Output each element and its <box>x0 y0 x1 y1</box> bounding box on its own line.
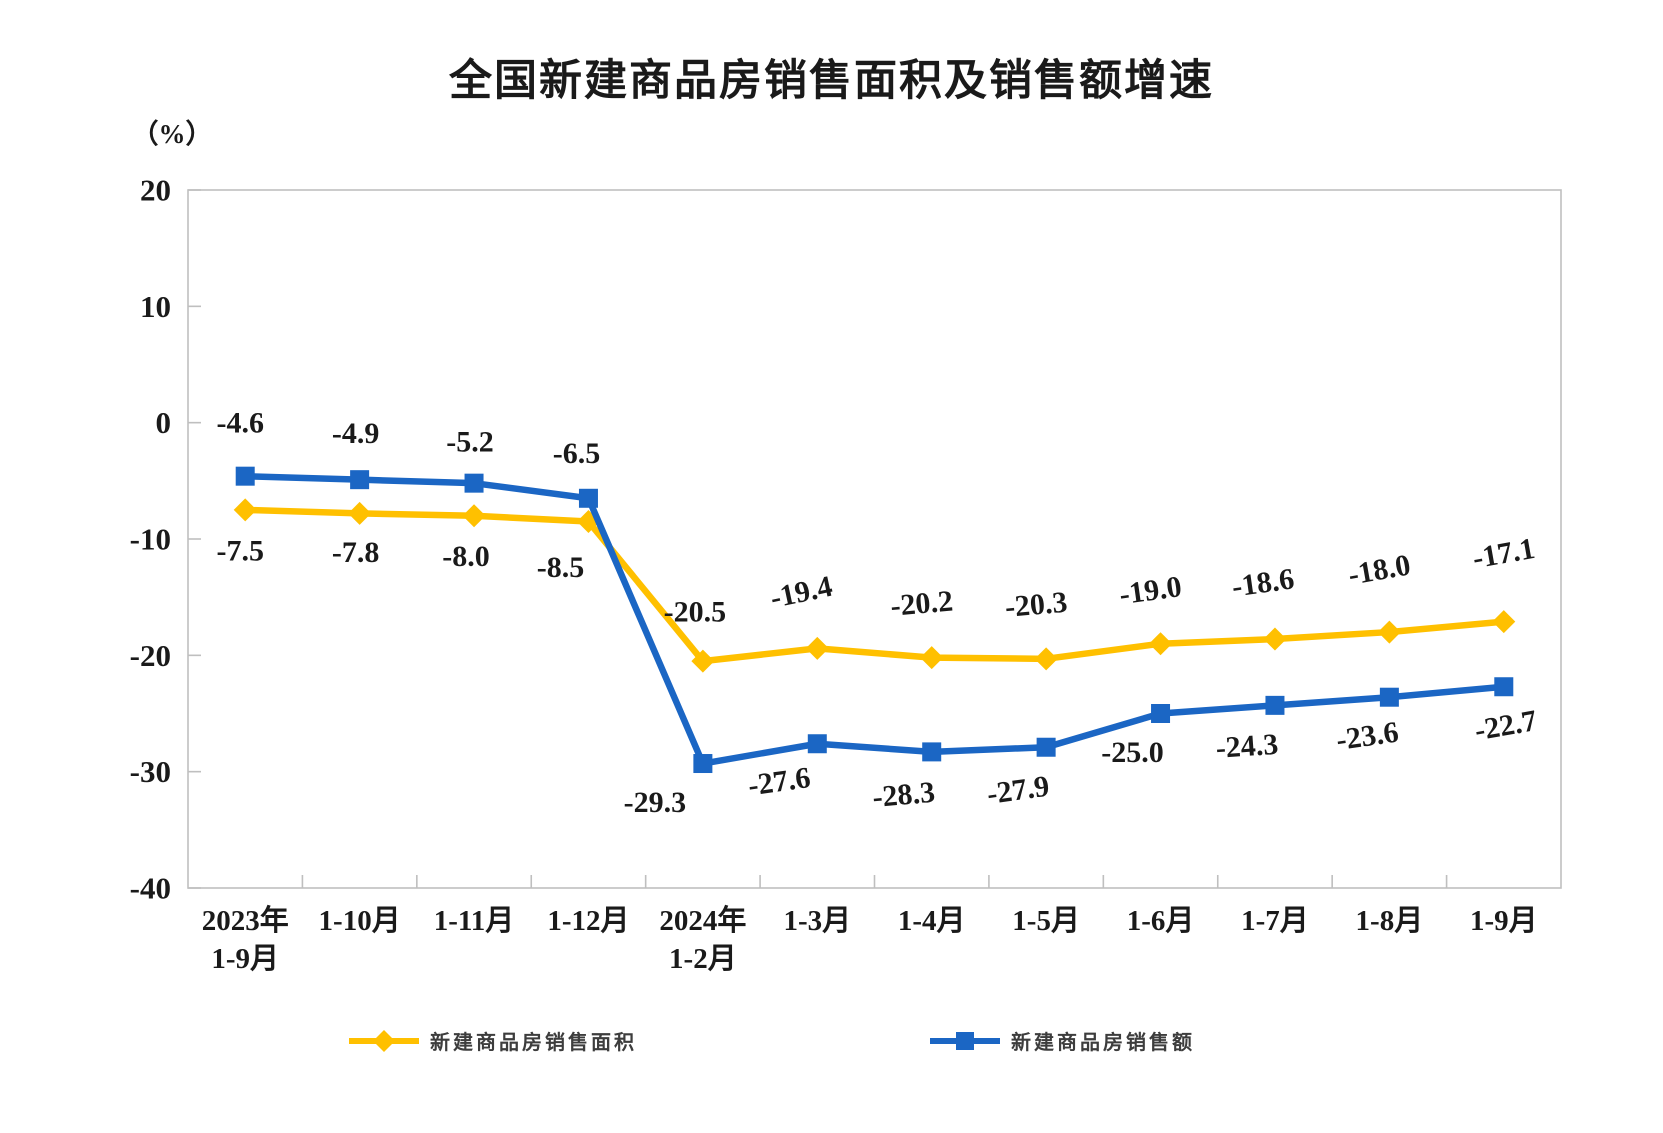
x-category-label: 1-7月 <box>1241 905 1309 937</box>
x-category-label: 1-11月 <box>434 905 515 937</box>
y-tick-label: -20 <box>130 638 171 673</box>
data-label: -20.5 <box>664 596 727 629</box>
legend-item-sales-amount: 新建商品房销售额 <box>929 1026 1195 1055</box>
data-label: -18.0 <box>1346 548 1413 591</box>
square-marker-icon <box>807 734 827 754</box>
square-marker-icon <box>1151 704 1171 723</box>
x-category-label: 1-9月 <box>1470 905 1538 937</box>
square-marker-icon <box>1494 677 1514 697</box>
series-sales-area <box>233 498 1516 673</box>
series-line <box>241 472 1508 767</box>
square-marker-icon <box>235 466 255 486</box>
data-label: -19.0 <box>1117 570 1183 611</box>
x-category-label: 1-3月 <box>783 905 851 937</box>
data-label: -8.0 <box>442 540 490 573</box>
data-label: -20.2 <box>889 584 954 622</box>
x-category-label: 1-10月 <box>319 905 401 937</box>
y-axis-unit-label: （%） <box>132 119 213 149</box>
diamond-marker-icon <box>1034 647 1058 671</box>
x-category-label: 1-6月 <box>1127 905 1195 937</box>
diamond-marker-icon <box>1149 632 1173 656</box>
x-category-label: 1-12月 <box>547 905 629 937</box>
square-marker-icon <box>1265 695 1285 715</box>
data-label: -5.2 <box>446 426 494 459</box>
y-tick-label: -40 <box>130 871 171 906</box>
data-label: -24.3 <box>1215 728 1280 765</box>
chart-title: 全国新建商品房销售面积及销售额增速 <box>449 56 1214 106</box>
square-marker-icon <box>922 742 942 762</box>
diamond-marker-icon <box>691 649 715 673</box>
diamond-marker-icon <box>1492 610 1516 634</box>
data-label: -18.6 <box>1230 562 1296 603</box>
y-tick-label: -10 <box>130 522 171 557</box>
y-tick-label: 0 <box>156 405 172 440</box>
legend-label-sales-area: 新建商品房销售面积 <box>430 1030 637 1054</box>
data-label: -17.1 <box>1470 532 1537 575</box>
data-label: -8.5 <box>537 551 585 584</box>
legend-sales-area-marker-icon <box>349 1029 419 1052</box>
square-marker-icon <box>693 754 713 774</box>
square-marker-icon <box>1379 687 1399 707</box>
diamond-marker-icon <box>1263 627 1287 651</box>
data-label: -6.5 <box>553 437 601 470</box>
data-label: -7.8 <box>332 536 380 569</box>
x-category-label: 1-5月 <box>1012 905 1080 937</box>
y-tick-label: 10 <box>140 289 171 324</box>
x-axis: 2023年 1-9月 1-10月 1-11月 1-12月 2024年 1-2月 1-3月 1-4… <box>202 875 1538 975</box>
x-category-label: 2023年 1-9月 <box>202 903 289 975</box>
y-tick-label: 20 <box>140 173 171 208</box>
y-axis: 20 10 0 -10 -20 -30 -40 （%） <box>130 119 213 906</box>
series-line <box>241 506 1508 665</box>
legend-item-sales-area: 新建商品房销售面积 <box>348 1026 637 1055</box>
data-label: -4.6 <box>216 407 264 440</box>
square-marker-icon <box>350 470 370 490</box>
legend-sales-amount-marker-icon <box>930 1031 1000 1050</box>
data-label: -27.9 <box>985 770 1051 811</box>
square-marker-icon <box>1036 737 1056 757</box>
series-sales-amount <box>235 466 1514 774</box>
chart-legend: 新建商品房销售面积 新建商品房销售额 <box>0 1026 1603 1055</box>
diamond-marker-icon <box>348 501 372 525</box>
data-label: -23.6 <box>1334 716 1400 757</box>
data-labels-sales-area: -7.5 -7.8 -8.0 -8.5 -20.5 -19.4 -20.2 -20.3 -19.… <box>216 532 1537 629</box>
data-label: -28.3 <box>871 776 936 814</box>
x-category-label: 2024年 1-2月 <box>659 903 746 975</box>
legend-label-sales-amount: 新建商品房销售额 <box>1011 1030 1195 1054</box>
diamond-marker-icon <box>233 498 257 522</box>
data-label: -22.7 <box>1472 704 1539 747</box>
data-label: -4.9 <box>332 417 380 450</box>
data-labels-sales-amount: -4.6 -4.9 -5.2 -6.5 -29.3 -27.6 -28.3 -27.9 -25.… <box>216 407 1539 819</box>
data-label: -19.4 <box>767 570 835 615</box>
diamond-marker-icon <box>462 504 486 528</box>
y-tick-label: -30 <box>130 754 171 789</box>
square-marker-icon <box>464 473 484 493</box>
diamond-marker-icon <box>920 646 944 670</box>
square-marker-icon <box>578 488 598 508</box>
diamond-marker-icon <box>1377 620 1401 644</box>
data-label: -20.3 <box>1004 586 1069 624</box>
diamond-marker-icon <box>805 636 829 660</box>
x-category-label: 1-8月 <box>1356 905 1424 937</box>
data-label: -25.0 <box>1101 736 1164 769</box>
data-label: -29.3 <box>624 786 687 819</box>
data-label: -7.5 <box>216 534 264 567</box>
x-category-label: 1-4月 <box>898 905 966 937</box>
data-label: -27.6 <box>746 761 812 802</box>
